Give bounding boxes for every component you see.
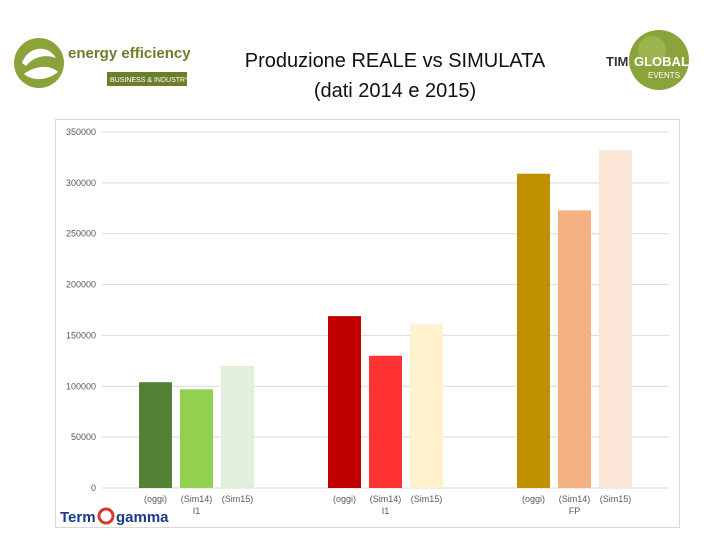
bar (328, 316, 361, 488)
footer-logo-right: gamma (116, 509, 169, 526)
x-tick-label: (Sim15) (600, 494, 632, 504)
y-tick-label: 0 (91, 483, 96, 493)
y-tick-label: 350000 (66, 127, 96, 137)
bar (180, 389, 213, 488)
production-bar-chart: 0 50000 100000 150000 200000 250000 300000 3500… (66, 127, 669, 516)
energy-efficiency-logo: energy efficiency BUSINESS & INDUSTRY (12, 36, 190, 92)
logo-right-prefix: TIM (606, 54, 628, 69)
bar (599, 150, 632, 488)
x-tick-label: (oggi) (144, 494, 167, 504)
bar (558, 210, 591, 488)
footer-logo-left: Term (60, 509, 96, 526)
x-tick-label: (Sim14) (181, 494, 213, 504)
x-tick-label: (oggi) (522, 494, 545, 504)
chart-frame: 0 50000 100000 150000 200000 250000 300000 3500… (55, 119, 680, 528)
y-tick-label: 250000 (66, 229, 96, 239)
bar (410, 324, 443, 488)
x-tick-label: (oggi) (333, 494, 356, 504)
timglobal-logo: TIM GLOBAL EVENTS (606, 30, 689, 90)
bar (139, 382, 172, 488)
slide-title: Produzione REALE vs SIMULATA (dati 2014 … (190, 46, 600, 106)
termogamma-o-icon (97, 507, 115, 525)
x-tick-label: (Sim14) (559, 494, 591, 504)
group-label: I1 (193, 506, 201, 516)
title-line-2: (dati 2014 e 2015) (313, 80, 477, 102)
y-tick-label: 200000 (66, 280, 96, 290)
y-tick-label: 150000 (66, 330, 96, 340)
logo-right-sub: EVENTS (648, 71, 680, 80)
ee-leaf-icon (14, 38, 64, 88)
bar (221, 365, 254, 488)
x-tick-label: (Sim14) (370, 494, 402, 504)
logo-right-main: GLOBAL (634, 54, 689, 69)
termogamma-logo: Term gamma (60, 507, 169, 526)
group-label: I1 (382, 506, 390, 516)
y-tick-label: 50000 (71, 432, 96, 442)
group-label: FP (569, 506, 581, 516)
y-tick-label: 100000 (66, 381, 96, 391)
timglobal-globe-icon (629, 30, 689, 90)
y-tick-label: 300000 (66, 178, 96, 188)
x-tick-label: (Sim15) (222, 494, 254, 504)
bar (369, 355, 402, 488)
logo-left-line2: BUSINESS & INDUSTRY (110, 77, 190, 84)
bar (517, 173, 550, 488)
title-line-1: Produzione REALE vs SIMULATA (244, 50, 546, 72)
logo-left-line1: energy efficiency (68, 45, 190, 62)
x-tick-label: (Sim15) (411, 494, 443, 504)
